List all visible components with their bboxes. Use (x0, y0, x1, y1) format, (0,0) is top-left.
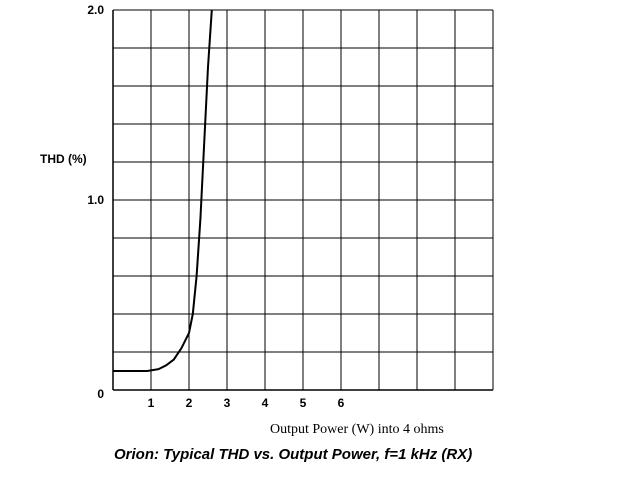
x-tick-label: 1 (148, 396, 155, 410)
x-tick-label: 3 (224, 396, 231, 410)
x-axis-label: Output Power (W) into 4 ohms (270, 422, 444, 437)
x-tick-label: 6 (338, 396, 345, 410)
chart-title: Orion: Typical THD vs. Output Power, f=1… (114, 446, 472, 463)
x-tick-label: 4 (262, 396, 269, 410)
axes (112, 10, 493, 391)
x-tick-labels: 1 2 3 4 5 6 (148, 396, 345, 410)
x-tick-label: 5 (300, 396, 307, 410)
y-tick-label: 2.0 (87, 3, 104, 17)
series-layer (113, 9, 213, 372)
y-axis-label: THD (%) (40, 152, 87, 166)
y-tick-label: 0 (97, 387, 104, 401)
grid (112, 9, 494, 391)
series-line-thd (113, 9, 213, 372)
y-tick-label: 1.0 (87, 193, 104, 207)
y-tick-labels: 0 1.0 2.0 (87, 3, 104, 401)
x-tick-label: 2 (186, 396, 193, 410)
